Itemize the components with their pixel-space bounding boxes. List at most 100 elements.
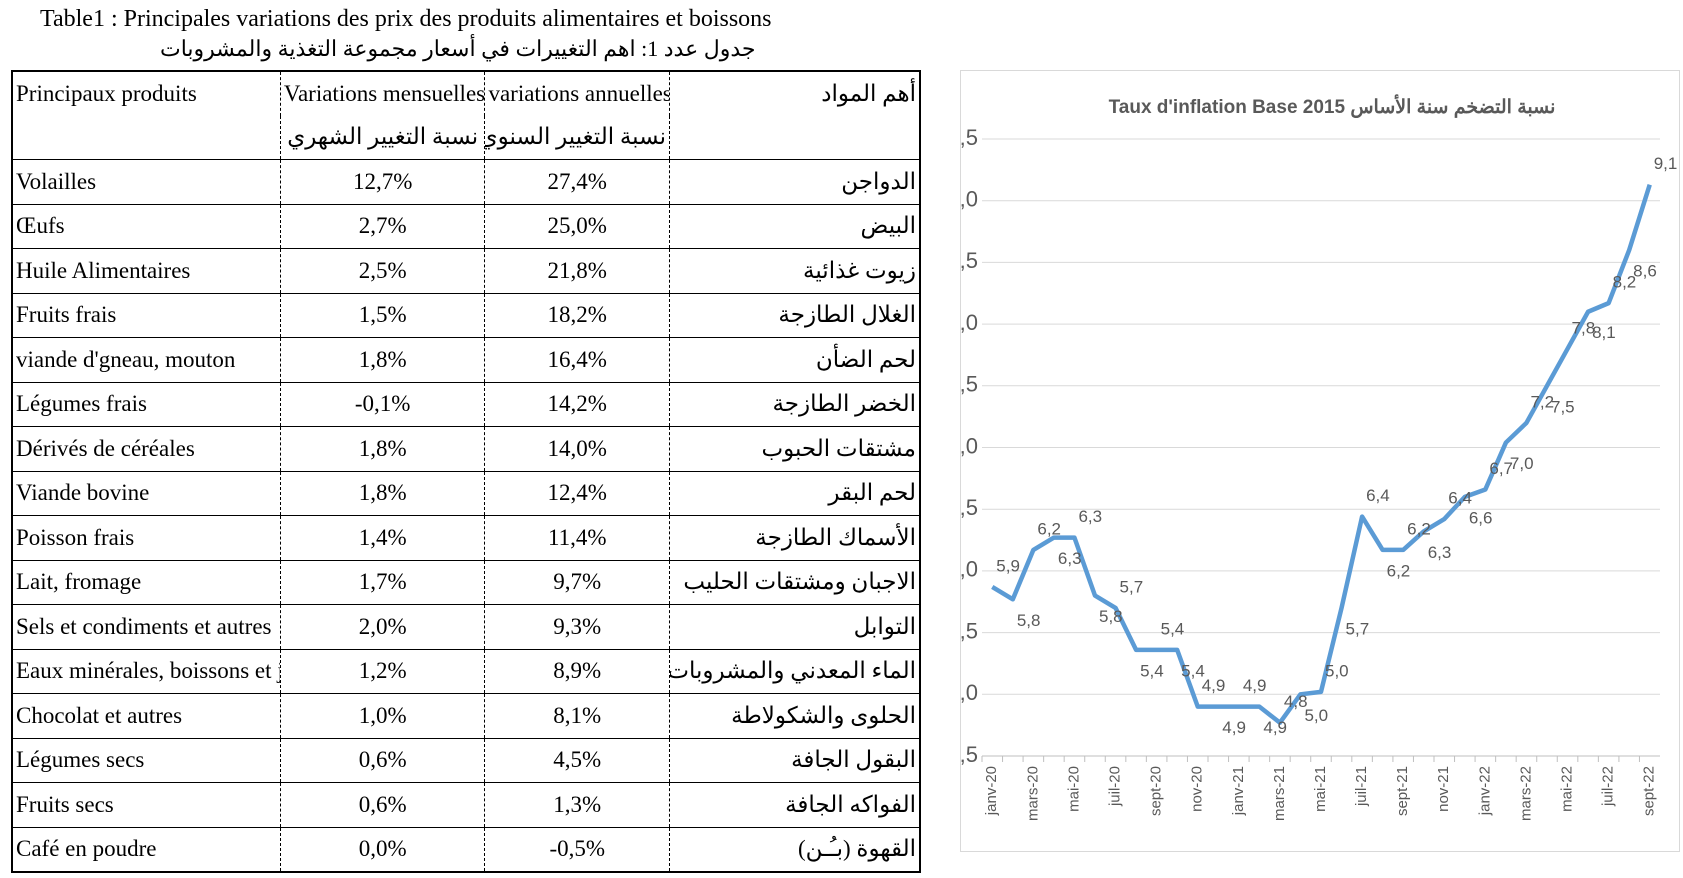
data-label: 6,2 bbox=[1407, 519, 1431, 538]
data-label: 7,5 bbox=[1551, 397, 1575, 416]
table-cell: Chocolat et autres bbox=[12, 693, 281, 738]
x-tick-label: mai-21 bbox=[1312, 766, 1329, 812]
data-label: 5,4 bbox=[1181, 661, 1205, 680]
x-tick-label: juil-20 bbox=[1107, 766, 1124, 807]
y-tick-label: 8,0 bbox=[960, 310, 978, 335]
data-label: 4,9 bbox=[1263, 718, 1287, 737]
x-tick-label: sept-20 bbox=[1148, 766, 1165, 816]
y-tick-label: 7,0 bbox=[960, 433, 978, 458]
table-cell: الفواكه الجافة bbox=[669, 782, 920, 827]
chart-title: Taux d'inflation Base 2015 نسبة التضخم س… bbox=[1109, 94, 1556, 118]
data-label: 5,4 bbox=[1161, 619, 1185, 638]
table-cell: الأسماك الطازجة bbox=[669, 515, 920, 560]
data-label: 5,8 bbox=[1017, 611, 1041, 630]
data-label: 7,8 bbox=[1572, 318, 1596, 337]
x-tick-label: sept-21 bbox=[1394, 766, 1411, 816]
table-cell: 27,4% bbox=[484, 159, 670, 204]
table-cell: -0,5% bbox=[484, 826, 670, 872]
data-label: 8,1 bbox=[1592, 323, 1616, 342]
table-cell: Café en poudre bbox=[12, 826, 281, 872]
data-label: 5,7 bbox=[1120, 577, 1144, 596]
data-label: 4,9 bbox=[1222, 718, 1246, 737]
table-cell: Fruits frais bbox=[12, 292, 281, 338]
table-cell: 18,2% bbox=[484, 292, 670, 338]
data-label: 5,0 bbox=[1304, 706, 1328, 725]
table-cell: الدواجن bbox=[669, 159, 920, 204]
y-tick-label: 4,5 bbox=[960, 742, 978, 767]
line bbox=[991, 183, 1652, 725]
data-label: 5,4 bbox=[1140, 661, 1164, 680]
table-cell: 14,2% bbox=[484, 381, 670, 427]
x-tick-label: mai-22 bbox=[1559, 766, 1576, 812]
y-tick-label: 6,0 bbox=[960, 557, 978, 582]
x-tick-label: sept-22 bbox=[1641, 766, 1658, 816]
table-cell: 9,7% bbox=[484, 559, 670, 605]
y-tick-label: 5,5 bbox=[960, 618, 978, 643]
x-tick-label: mars-21 bbox=[1271, 766, 1288, 821]
table-cell: التوابل bbox=[669, 604, 920, 649]
data-label: 8,2 bbox=[1613, 273, 1637, 292]
x-tick-label: mai-20 bbox=[1065, 766, 1082, 812]
table-cell: Légumes secs bbox=[12, 737, 281, 783]
data-label: 6,2 bbox=[1037, 519, 1061, 538]
data-label: 5,0 bbox=[1325, 661, 1349, 680]
x-tick-label: mars-22 bbox=[1517, 766, 1534, 821]
data-label: 4,9 bbox=[1243, 676, 1267, 695]
chart-frame bbox=[960, 70, 1680, 852]
x-tick-label: nov-21 bbox=[1435, 766, 1452, 812]
table-cell: 14,0% bbox=[484, 426, 670, 471]
x-tick-label: nov-20 bbox=[1189, 766, 1206, 812]
table-cell: 2,7% bbox=[279, 203, 485, 249]
table-cell: Sels et condiments et autres bbox=[12, 604, 281, 649]
x-tick-label: mars-20 bbox=[1024, 766, 1041, 821]
data-label: 6,3 bbox=[1058, 549, 1082, 568]
table-cell: Lait, fromage bbox=[12, 559, 281, 605]
table-cell: 1,3% bbox=[484, 782, 670, 827]
data-label: 7,2 bbox=[1530, 392, 1554, 411]
data-label: 5,7 bbox=[1346, 619, 1370, 638]
y-tick-label: 6,5 bbox=[960, 495, 978, 520]
table-cell: 1,7% bbox=[279, 559, 485, 605]
table-cell: 0,6% bbox=[279, 737, 485, 783]
table-cell: 1,8% bbox=[279, 426, 485, 471]
table-cell: البيض bbox=[669, 203, 920, 249]
table-cell: 0,6% bbox=[279, 782, 485, 827]
table-cell: 1,8% bbox=[279, 337, 485, 382]
y-tick-label: 9,0 bbox=[960, 187, 978, 212]
table-cell: 1,2% bbox=[279, 648, 485, 694]
data-label: 6,4 bbox=[1366, 486, 1390, 505]
data-label: 5,8 bbox=[1099, 607, 1123, 626]
table-cell: 11,4% bbox=[484, 515, 670, 560]
table-cell: Volailles bbox=[12, 159, 281, 204]
table-cell: Viande bovine bbox=[12, 470, 281, 516]
table-cell: Poisson frais bbox=[12, 515, 281, 560]
data-label: 6,4 bbox=[1448, 489, 1472, 508]
table-cell: 25,0% bbox=[484, 203, 670, 249]
y-tick-label: 9,5 bbox=[960, 125, 978, 150]
header-cell: Variations mensuelles bbox=[279, 70, 485, 116]
table-cell: لحم الضأن bbox=[669, 337, 920, 382]
table-cell: مشتقات الحبوب bbox=[669, 426, 920, 471]
data-label: 8,6 bbox=[1633, 262, 1657, 281]
table-cell: Légumes frais bbox=[12, 381, 281, 427]
x-tick-label: juil-22 bbox=[1600, 766, 1617, 807]
data-label: 7,0 bbox=[1510, 454, 1534, 473]
x-tick-label: janv-20 bbox=[983, 766, 1000, 816]
data-label: 9,1 bbox=[1654, 154, 1678, 173]
table-cell: 1,5% bbox=[279, 292, 485, 338]
table-cell: 8,9% bbox=[484, 648, 670, 694]
table-cell: الحلوى والشكولاطة bbox=[669, 693, 920, 738]
header-cell: نسبة التغيير السنوي bbox=[484, 115, 670, 160]
table-cell: 4,5% bbox=[484, 737, 670, 783]
data-label: 4,8 bbox=[1284, 692, 1308, 711]
table-cell: Huile Alimentaires bbox=[12, 248, 281, 293]
table-cell: 1,4% bbox=[279, 515, 485, 560]
table-cell: الخضر الطازجة bbox=[669, 381, 920, 427]
chart: Taux d'inflation Base 2015 نسبة التضخم س… bbox=[960, 70, 1680, 852]
table-cell: 12,4% bbox=[484, 470, 670, 516]
y-tick-label: 5,0 bbox=[960, 680, 978, 705]
table-cell: القهوة (بـُـن) bbox=[669, 826, 920, 872]
table-cell: 0,0% bbox=[279, 826, 485, 872]
data-label: 4,9 bbox=[1202, 676, 1226, 695]
